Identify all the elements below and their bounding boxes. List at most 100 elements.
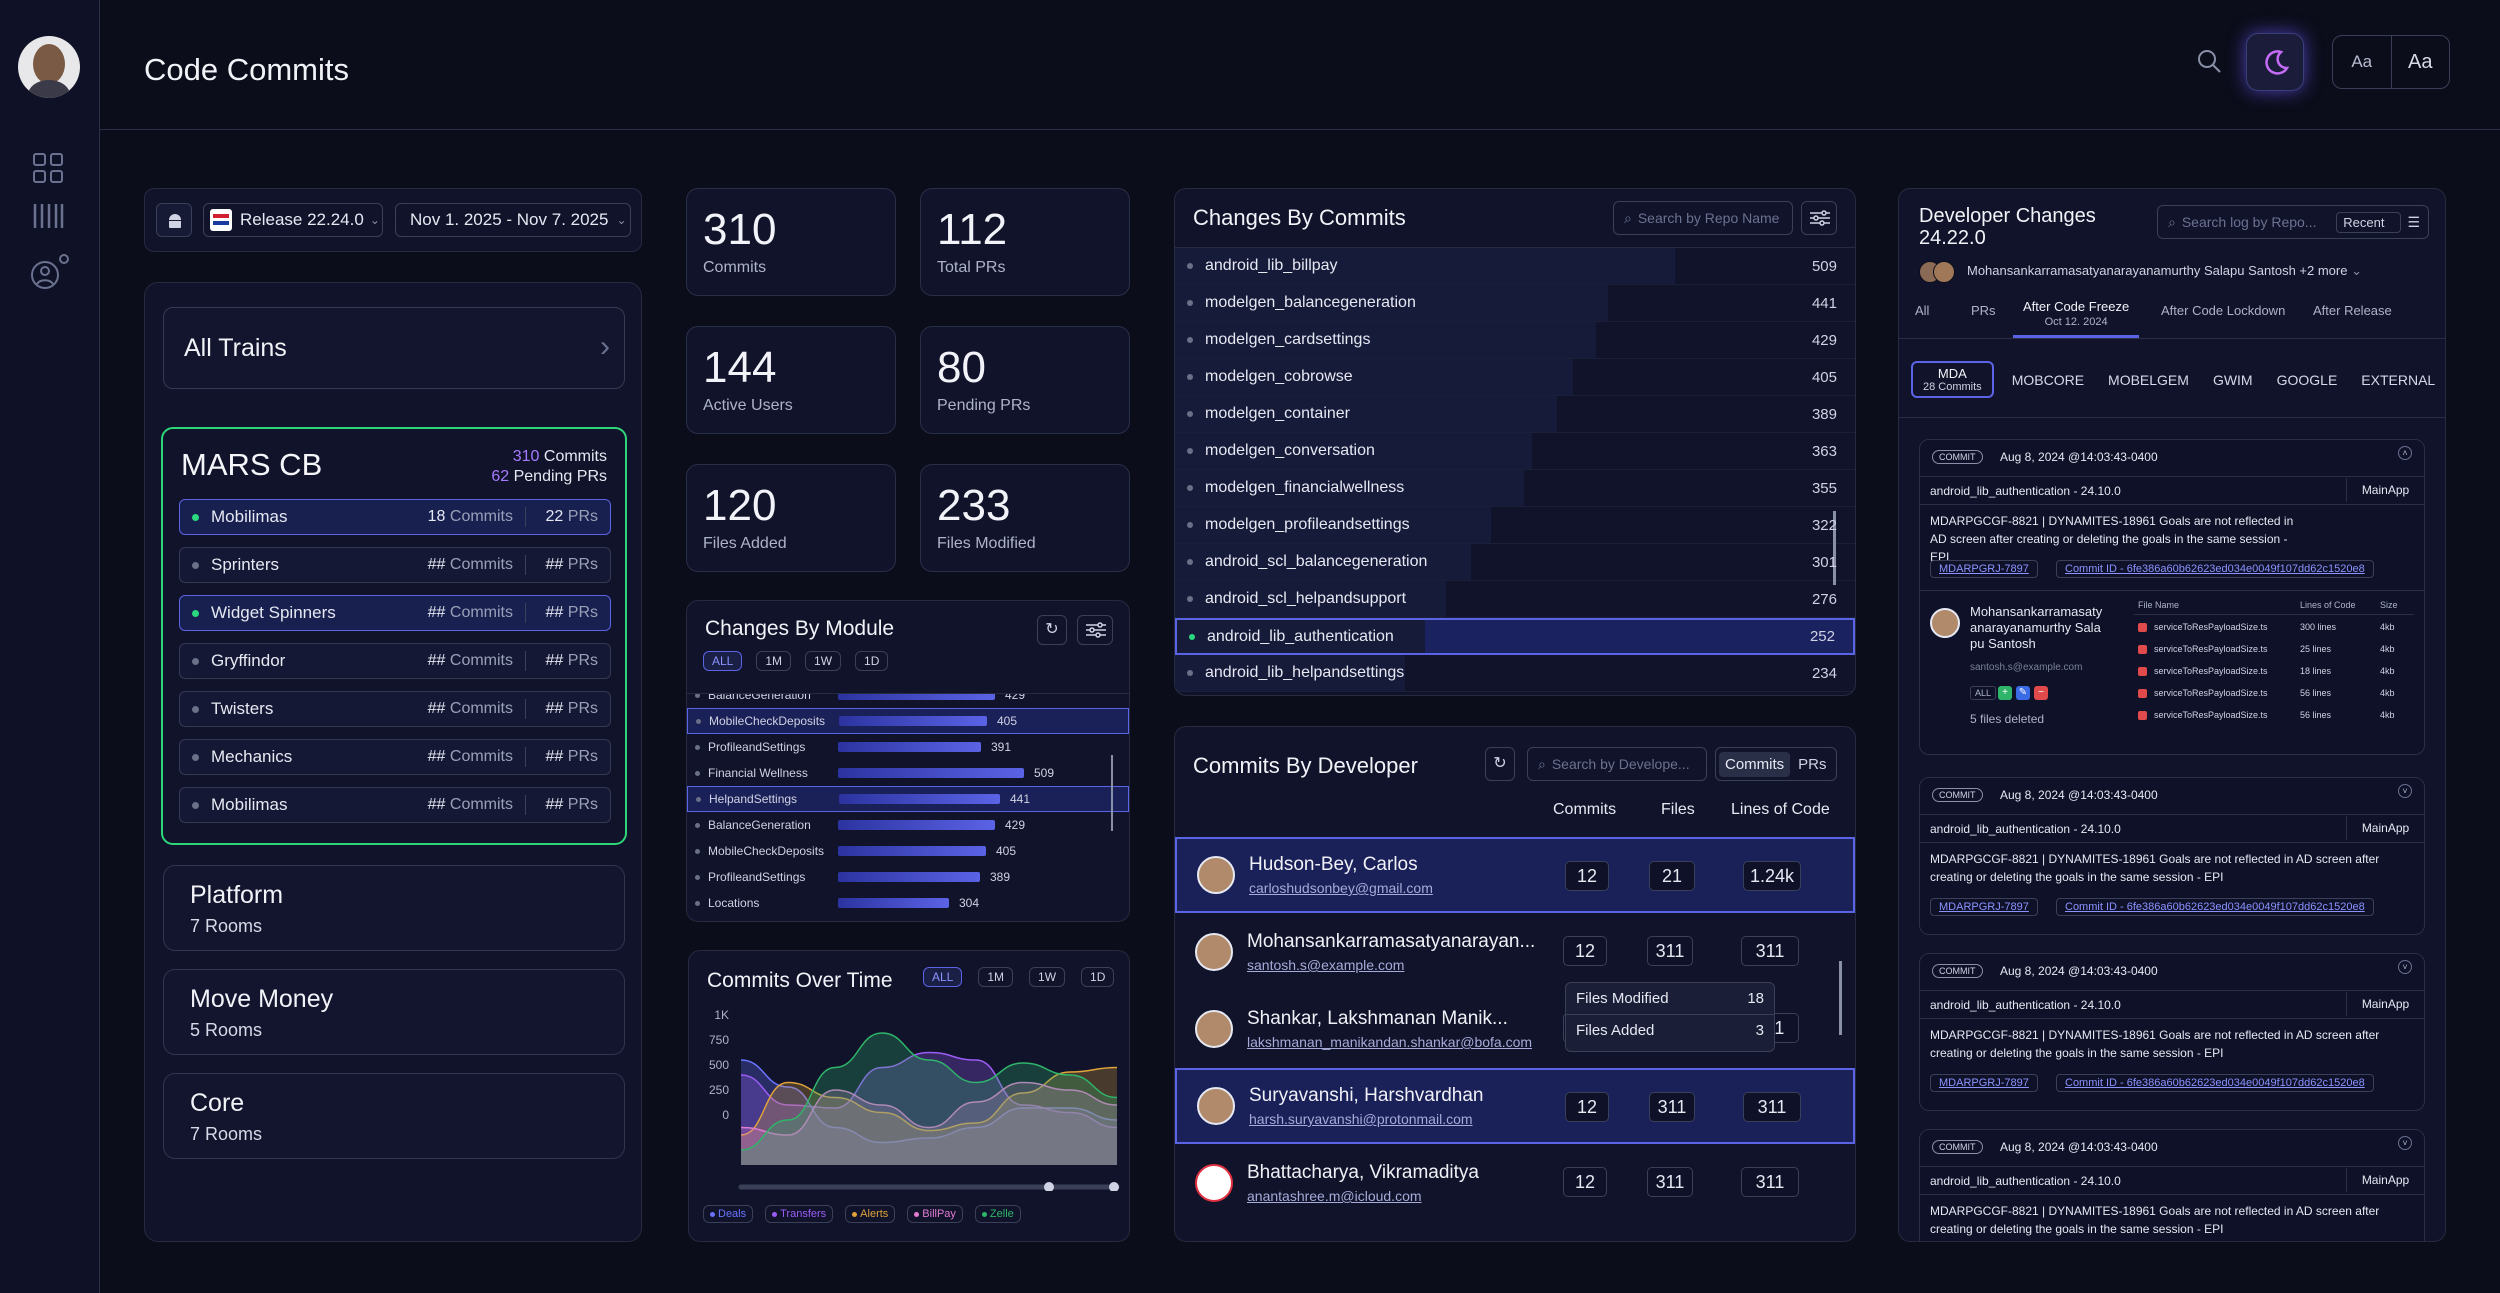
stage-tab[interactable]: After Code Lockdown (2161, 303, 2286, 318)
developer-email[interactable]: lakshmanan_manikandan.shankar@bofa.com (1247, 1034, 1533, 1050)
files-count[interactable]: 311 (1649, 1092, 1695, 1122)
commit-id-link[interactable]: Commit ID - 6fe386a60b62623ed034e0049f10… (2056, 560, 2374, 578)
all-trains-button[interactable]: All Trains › (163, 307, 625, 389)
commit-id-link[interactable]: Commit ID - 6fe386a60b62623ed034e0049f10… (2056, 898, 2374, 916)
search-icon[interactable] (2196, 48, 2222, 74)
org-tab-mda[interactable]: MDA 28 Commits (1911, 361, 1994, 398)
files-count[interactable]: 21 (1649, 861, 1695, 891)
module-scrollbar[interactable] (1111, 755, 1113, 831)
train-group[interactable]: Platform 7 Rooms (163, 865, 625, 951)
module-row[interactable]: Financial Wellness 509 (687, 760, 1129, 786)
repo-row[interactable]: android_lib_billpay 509 (1175, 248, 1855, 285)
added-filter[interactable]: + (1998, 686, 2012, 700)
files-count[interactable]: 311 (1647, 1167, 1693, 1197)
chevron-down-icon[interactable]: ˅ (2398, 960, 2412, 974)
commit-card[interactable]: COMMIT Aug 8, 2024 @14:03:43-0400 ˅ android… (1919, 953, 2425, 1111)
repo-row[interactable]: modelgen_financialwellness 355 (1175, 470, 1855, 507)
developer-row[interactable]: Hudson-Bey, Carlos carloshudsonbey@gmail.… (1175, 837, 1855, 913)
chart-range-1d[interactable]: 1D (1081, 967, 1115, 987)
range-tab-1d[interactable]: 1D (855, 651, 889, 671)
module-row[interactable]: BalanceGeneration 429 (687, 812, 1129, 838)
repo-row[interactable]: modelgen_conversation 363 (1175, 433, 1855, 470)
repo-scrollbar[interactable] (1833, 511, 1836, 585)
developer-row[interactable]: Suryavanshi, Harshvardhan harsh.suryavans… (1175, 1068, 1855, 1144)
files-count[interactable]: 311 (1647, 936, 1693, 966)
commit-card[interactable]: COMMIT Aug 8, 2024 @14:03:43-0400 ˅ android… (1919, 777, 2425, 935)
deleted-filter[interactable]: − (2034, 686, 2048, 700)
room-row[interactable]: Mechanics ## Commits ## PRs (179, 739, 611, 775)
refresh-button[interactable]: ↻ (1037, 615, 1067, 645)
module-row[interactable]: BalanceGeneration 429 (687, 694, 1129, 708)
commit-card[interactable]: COMMIT Aug 8, 2024 @14:03:43-0400 ˅ android… (1919, 1129, 2425, 1241)
developer-email[interactable]: anantashree.m@icloud.com (1247, 1188, 1422, 1204)
contributors-select[interactable]: Mohansankarramasatyanarayanamurthy Salap… (1967, 263, 2362, 278)
stage-tab[interactable]: After Code Freeze Oct 12. 2024 (2013, 299, 2140, 338)
user-avatar[interactable] (18, 36, 80, 98)
developer-search-input[interactable]: ⌕ Search by Develope... (1527, 747, 1707, 781)
module-row[interactable]: ProfileandSettings 389 (687, 864, 1129, 890)
chevron-down-icon[interactable]: ˅ (2398, 1136, 2412, 1150)
loc-count[interactable]: 311 (1741, 936, 1799, 966)
release-select[interactable]: Release 22.24.0 ⌄ (203, 203, 383, 237)
org-tab[interactable]: MOBELGEM (2108, 371, 2189, 388)
repo-row[interactable]: modelgen_cardsettings 429 (1175, 322, 1855, 359)
range-slider-handle-start[interactable] (1044, 1182, 1054, 1191)
ticket-link[interactable]: MDARPGRJ-7897 (1930, 560, 2038, 578)
org-tab[interactable]: MOBCORE (2011, 371, 2085, 388)
room-row[interactable]: Widget Spinners ## Commits ## PRs (179, 595, 611, 631)
chart-range-1m[interactable]: 1M (978, 967, 1014, 987)
repo-row[interactable]: android_lib_authentication 252 (1175, 618, 1855, 655)
toggle-prs[interactable]: PRs (1798, 755, 1827, 773)
room-row[interactable]: Twisters ## Commits ## PRs (179, 691, 611, 727)
module-row[interactable]: Locations 304 (687, 890, 1129, 916)
room-row[interactable]: Mobilimas ## Commits ## PRs (179, 787, 611, 823)
chart-range-all[interactable]: ALL (923, 967, 963, 987)
legend-alerts[interactable]: Alerts (845, 1205, 896, 1223)
room-row[interactable]: Mobilimas 18 Commits 22 PRs (179, 499, 611, 535)
loc-count[interactable]: 311 (1743, 1092, 1801, 1122)
loc-count[interactable]: 311 (1741, 1167, 1799, 1197)
repo-row[interactable]: modelgen_cobrowse 405 (1175, 359, 1855, 396)
developer-row[interactable]: Mohansankarramasatyanarayan... santosh.s@… (1175, 914, 1855, 990)
filter-settings-button[interactable] (1077, 615, 1113, 645)
android-filter-button[interactable] (156, 203, 192, 237)
module-row[interactable]: MobileCheckDeposits 405 (687, 708, 1129, 734)
chevron-down-icon[interactable]: ˅ (2398, 784, 2412, 798)
range-tab-1w[interactable]: 1W (805, 651, 842, 671)
repo-row[interactable]: modelgen_profileandsettings 322 (1175, 507, 1855, 544)
range-tab-all[interactable]: ALL (703, 651, 743, 671)
legend-deals[interactable]: Deals (703, 1205, 754, 1223)
org-tab[interactable]: GWIM (2212, 371, 2253, 388)
module-row[interactable]: MobileCheckDeposits 405 (687, 838, 1129, 864)
modified-filter[interactable]: ✎ (2016, 686, 2030, 700)
dashboard-icon[interactable] (32, 152, 64, 184)
legend-zelle[interactable]: Zelle (974, 1205, 1021, 1223)
loc-count[interactable]: 1.24k (1743, 861, 1801, 891)
log-search-input[interactable]: ⌕ Search log by Repo... Recent ☰ (2157, 205, 2429, 239)
repo-search-input[interactable]: ⌕ Search by Repo Name (1613, 201, 1793, 235)
repo-row[interactable]: modelgen_container 389 (1175, 396, 1855, 433)
stage-tab[interactable]: PRs (1971, 303, 1996, 318)
theme-toggle-button[interactable] (2246, 33, 2304, 91)
ticket-link[interactable]: MDARPGRJ-7897 (1930, 898, 2038, 916)
user-settings-icon[interactable] (30, 250, 72, 292)
chart-range-1w[interactable]: 1W (1029, 967, 1066, 987)
chevron-up-icon[interactable]: ˄ (2398, 446, 2412, 460)
module-row[interactable]: ProfileandSettings 391 (687, 734, 1129, 760)
developer-row[interactable]: Bhattacharya, Vikramaditya anantashree.m@… (1175, 1145, 1855, 1221)
developer-email[interactable]: harsh.suryavanshi@protonmail.com (1249, 1111, 1473, 1127)
repo-row[interactable]: android_lib_helpandsettings 234 (1175, 655, 1855, 692)
developer-email[interactable]: carloshudsonbey@gmail.com (1249, 880, 1433, 896)
org-tab[interactable]: EXTERNAL (2361, 371, 2436, 388)
repo-row[interactable]: modelgen_balancegeneration 441 (1175, 285, 1855, 322)
train-group[interactable]: Move Money 5 Rooms (163, 969, 625, 1055)
org-tab[interactable]: GOOGLE (2276, 371, 2338, 388)
legend-billpay[interactable]: BillPay (907, 1205, 963, 1223)
repo-filter-button[interactable] (1801, 201, 1837, 235)
range-slider-handle-end[interactable] (1109, 1182, 1119, 1191)
toggle-commits[interactable]: Commits (1719, 751, 1791, 777)
commit-id-link[interactable]: Commit ID - 6fe386a60b62623ed034e0049f10… (2056, 1074, 2374, 1092)
commit-card[interactable]: COMMIT Aug 8, 2024 @14:03:43-0400 ˄ android… (1919, 439, 2425, 755)
room-row[interactable]: Sprinters ## Commits ## PRs (179, 547, 611, 583)
font-small-button[interactable]: Aa (2333, 36, 2392, 88)
